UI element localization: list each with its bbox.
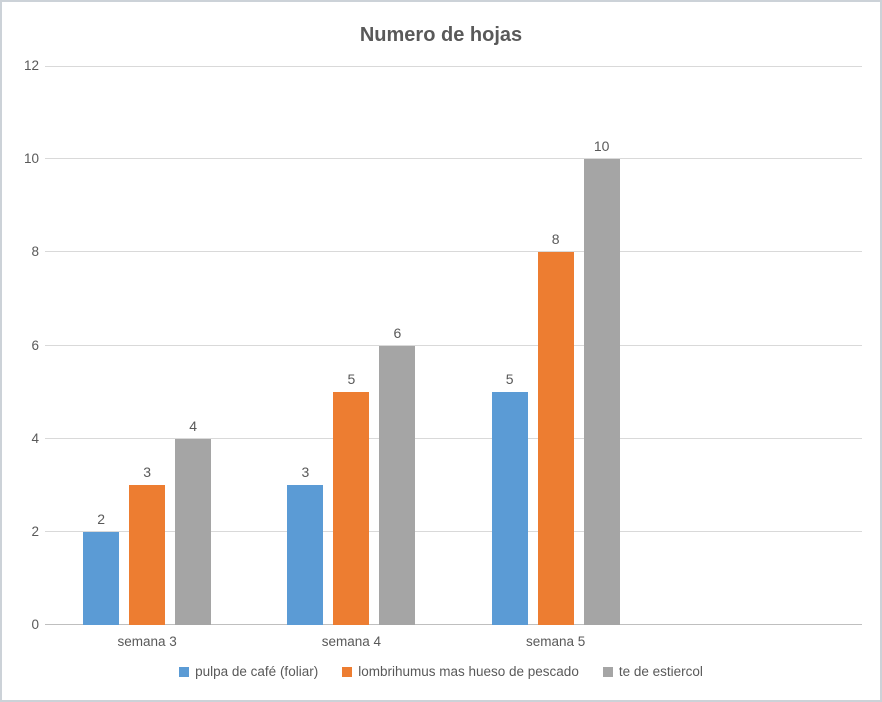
gridline-y-2: [45, 530, 862, 532]
gridline-y-10: [45, 158, 862, 160]
legend-swatch-icon: [179, 666, 190, 677]
legend-item-2: te de estiercol: [602, 664, 703, 679]
bar-value-label: 8: [551, 231, 560, 248]
bar-semana-5-series-1: [537, 252, 574, 625]
bar-semana-4-series-0: [287, 485, 324, 625]
chart-legend: pulpa de café (foliar) lombrihumus mas hu…: [2, 664, 880, 679]
bar-value-label: 4: [189, 417, 198, 434]
bar-semana-3-series-1: [129, 485, 166, 625]
ytick-label-8: 8: [31, 244, 39, 260]
legend-label: pulpa de café (foliar): [195, 664, 319, 679]
ytick-label-6: 6: [31, 337, 39, 353]
bar-semana-5-series-0: [491, 392, 528, 625]
legend-label: lombrihumus mas hueso de pescado: [358, 664, 579, 679]
legend-item-1: lombrihumus mas hueso de pescado: [342, 664, 579, 679]
bar-value-label: 10: [593, 138, 610, 155]
legend-item-0: pulpa de café (foliar): [179, 664, 318, 679]
bar-value-label: 5: [347, 371, 356, 388]
ytick-label-10: 10: [23, 151, 39, 167]
xcat-label-3: semana 5: [525, 634, 586, 649]
gridline-y-6: [45, 344, 862, 346]
ytick-label-12: 12: [23, 58, 39, 73]
bar-value-label: 5: [505, 371, 514, 388]
x-axis-line: [45, 624, 862, 625]
ytick-label-2: 2: [31, 523, 39, 539]
bar-semana-3-series-0: [83, 531, 120, 625]
legend-swatch-icon: [342, 666, 353, 677]
bar-value-label: 2: [97, 510, 106, 527]
bar-semana-4-series-2: [379, 345, 416, 625]
bar-value-label: 6: [393, 324, 402, 341]
gridline-y-4: [45, 437, 862, 439]
bar-semana-5-series-2: [583, 159, 620, 625]
ytick-label-4: 4: [31, 430, 39, 446]
plot-area: 0 2 4 6 8 10 12 2 3 4 semana 3 3 5 6 semana 4 5 8 10 seman…: [24, 58, 862, 649]
xcat-label-2: semana 4: [321, 634, 382, 649]
bar-value-label: 3: [143, 464, 152, 481]
bar-semana-3-series-2: [175, 438, 212, 625]
legend-swatch-icon: [602, 666, 613, 677]
ytick-label-0: 0: [31, 617, 39, 632]
legend-label: te de estiercol: [618, 664, 703, 679]
bar-semana-4-series-1: [333, 392, 370, 625]
gridline-y-8: [45, 251, 862, 253]
xcat-label-1: semana 3: [117, 634, 177, 649]
gridline-y-12: [45, 66, 862, 67]
chart-title: Numero de hojas: [359, 24, 523, 46]
bar-value-label: 3: [301, 464, 310, 481]
